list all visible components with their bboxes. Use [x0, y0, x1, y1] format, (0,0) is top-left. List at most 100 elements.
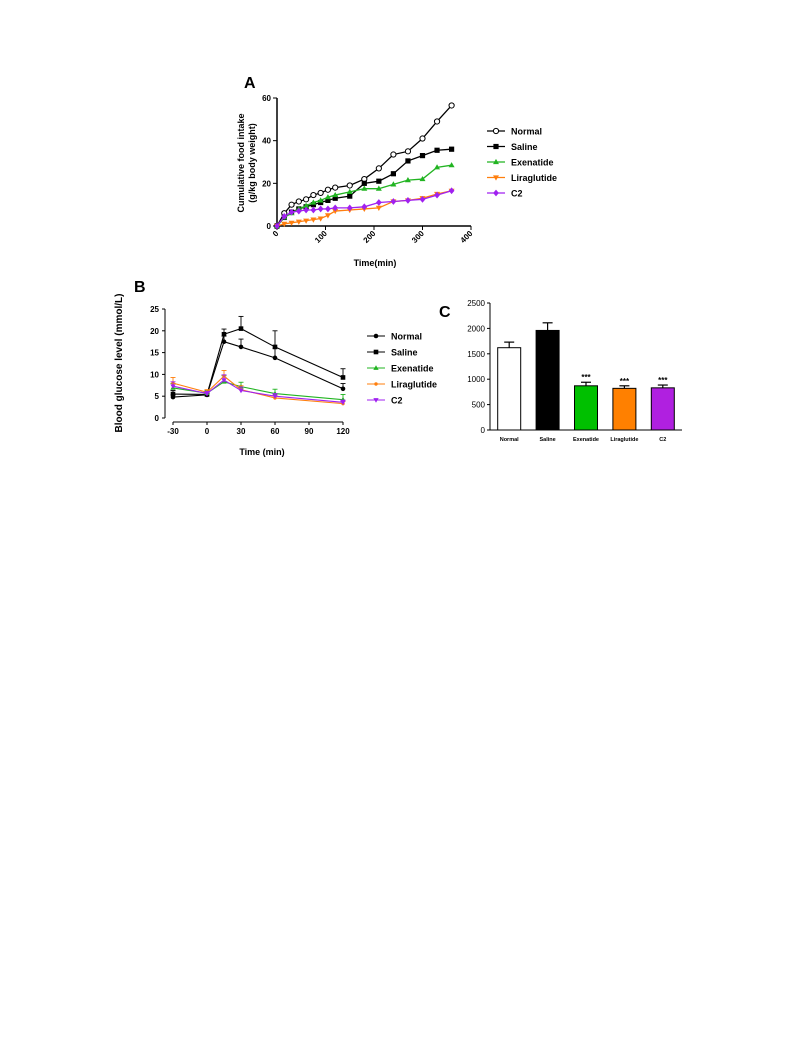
- chart-a-point-c2: [281, 213, 288, 220]
- chart-a-point-normal: [288, 201, 295, 208]
- panel-letter-b: B: [134, 279, 146, 296]
- chart-a-point-exenatide: [303, 202, 310, 208]
- chart-c-significance-exenatide: ***: [581, 373, 591, 382]
- legend-b-marker-saline: [373, 349, 379, 355]
- chart-b-line-saline: [172, 328, 344, 396]
- chart-a-point-c2: [419, 195, 426, 203]
- chart-b-xlabel: Time (min): [239, 447, 284, 457]
- chart-c-ytick-label: 0: [481, 426, 486, 435]
- chart-a-point-liraglutide: [324, 213, 331, 219]
- chart-a-point-normal: [303, 196, 310, 203]
- legend-a-label-saline: Saline: [511, 142, 538, 152]
- legend-b-label-exenatide: Exenatide: [391, 364, 434, 374]
- chart-b-xtick-label: 120: [336, 427, 350, 436]
- chart-b-ytick-label: 20: [150, 327, 159, 336]
- chart-a-xtick-label: 400: [459, 229, 475, 245]
- chart-b-line-c2: [172, 379, 344, 403]
- legend-b-label-saline: Saline: [391, 348, 418, 358]
- legend-a-marker-c2: [493, 189, 499, 197]
- chart-c-category-liraglutide: Liraglutide: [610, 437, 638, 443]
- chart-a-point-saline: [405, 158, 411, 164]
- chart-a-point-exenatide: [448, 162, 455, 168]
- legend-b-label-liraglutide: Liraglutide: [391, 380, 437, 390]
- chart-a-plot: 0 20 40 60 0 100 200 300 400: [262, 94, 475, 245]
- chart-b-xtick-label: 0: [205, 427, 210, 436]
- chart-a-point-saline: [434, 147, 440, 153]
- chart-a-point-exenatide: [332, 191, 339, 198]
- chart-b-ytick-label: 10: [150, 370, 159, 379]
- chart-a-xlabel: Time(min): [354, 258, 397, 268]
- panel-letter-c: C: [439, 304, 451, 321]
- chart-b-ytick-label: 25: [150, 305, 159, 314]
- chart-b-point-c2: [204, 391, 210, 397]
- chart-b-point-c2: [340, 400, 346, 406]
- chart-b-ylabel: Blood glucose level (mmol/L): [114, 294, 125, 433]
- chart-b-point-normal: [272, 355, 278, 361]
- chart-c-category-normal: Normal: [500, 437, 519, 443]
- chart-a-point-c2: [434, 191, 440, 199]
- chart-b-point-saline: [221, 331, 227, 337]
- chart-a-point-normal: [375, 165, 382, 172]
- chart-b-point-c2: [272, 394, 278, 399]
- chart-a-point-c2: [274, 222, 280, 230]
- legend-b-marker-exenatide: [373, 365, 379, 370]
- chart-a-point-liraglutide: [317, 216, 324, 222]
- chart-c-bar-liraglutide: [612, 387, 637, 431]
- chart-c-svg: C 0 500 1000 1500 2000 2500 Normal Saline *** Exe…: [439, 299, 682, 443]
- chart-c-ytick-label: 500: [472, 401, 486, 410]
- chart-a-point-liraglutide: [375, 205, 382, 211]
- chart-a-point-normal: [404, 148, 412, 155]
- chart-c-ytick-label: 1500: [467, 350, 485, 359]
- legend-a-label-exenatide: Exenatide: [511, 158, 554, 168]
- chart-b-point-c2: [221, 378, 227, 383]
- chart-a-point-c2: [346, 204, 353, 212]
- chart-a-point-saline: [347, 193, 353, 199]
- chart-c-category-saline: Saline: [539, 437, 555, 443]
- panel-c: C 0 500 1000 1500 2000 2500 Normal Saline *** Exe…: [432, 299, 702, 450]
- chart-a-point-normal: [324, 186, 332, 193]
- chart-a-point-c2: [325, 205, 331, 213]
- chart-a-point-c2: [405, 197, 411, 204]
- chart-c-ytick-label: 2000: [467, 324, 485, 333]
- chart-a-legend: Normal Saline Exenatide Liraglutide C2: [487, 127, 557, 199]
- chart-a-point-exenatide: [434, 164, 441, 170]
- chart-a-point-liraglutide: [281, 221, 288, 227]
- chart-a-point-c2: [390, 198, 397, 205]
- chart-a-ylabel-line2: (g/kg body weight): [247, 123, 257, 203]
- chart-b-point-normal: [221, 339, 227, 344]
- chart-a-point-liraglutide: [288, 220, 295, 226]
- chart-a-xtick-label: 0: [271, 229, 281, 239]
- chart-c-plot: 0 500 1000 1500 2000 2500 Normal Saline *** Exena…: [467, 299, 682, 443]
- chart-a-point-exenatide: [324, 194, 331, 200]
- chart-a-point-saline: [376, 178, 382, 184]
- chart-b-point-normal: [340, 386, 346, 392]
- chart-a-xtick-label: 200: [362, 229, 378, 245]
- chart-b-line-normal: [172, 341, 344, 398]
- chart-a-point-c2: [317, 205, 324, 213]
- chart-a-point-normal: [433, 118, 441, 125]
- chart-a-point-normal: [419, 135, 426, 142]
- chart-b-point-exenatide: [272, 390, 278, 396]
- chart-a-point-exenatide: [390, 181, 397, 187]
- chart-c-significance-liraglutide: ***: [620, 377, 630, 386]
- chart-c-bar-exenatide: [574, 385, 598, 431]
- chart-c-bar-normal: [497, 347, 522, 431]
- panel-letter-a: A: [244, 75, 256, 92]
- legend-a-marker-liraglutide: [493, 175, 499, 181]
- chart-a-point-saline: [419, 153, 426, 159]
- chart-b-plot: 0 5 10 15 20 25 -30 0 30 60 90 120: [150, 305, 350, 436]
- chart-a-point-exenatide: [361, 185, 368, 191]
- chart-c-category-exenatide: Exenatide: [573, 437, 599, 443]
- chart-c-significance-c2: ***: [658, 376, 668, 385]
- chart-a-point-saline: [318, 199, 324, 206]
- chart-a-point-c2: [303, 206, 309, 214]
- chart-b-ytick-label: 0: [155, 414, 160, 423]
- chart-b-xtick-label: 60: [271, 427, 280, 436]
- chart-a-point-saline: [325, 197, 331, 203]
- chart-b-ytick-label: 5: [155, 392, 160, 401]
- chart-b-point-c2: [170, 384, 176, 389]
- chart-a-ytick-label: 60: [262, 94, 271, 103]
- chart-b-point-normal: [238, 344, 244, 350]
- chart-a-point-normal: [317, 189, 324, 197]
- chart-a-point-normal: [448, 102, 455, 109]
